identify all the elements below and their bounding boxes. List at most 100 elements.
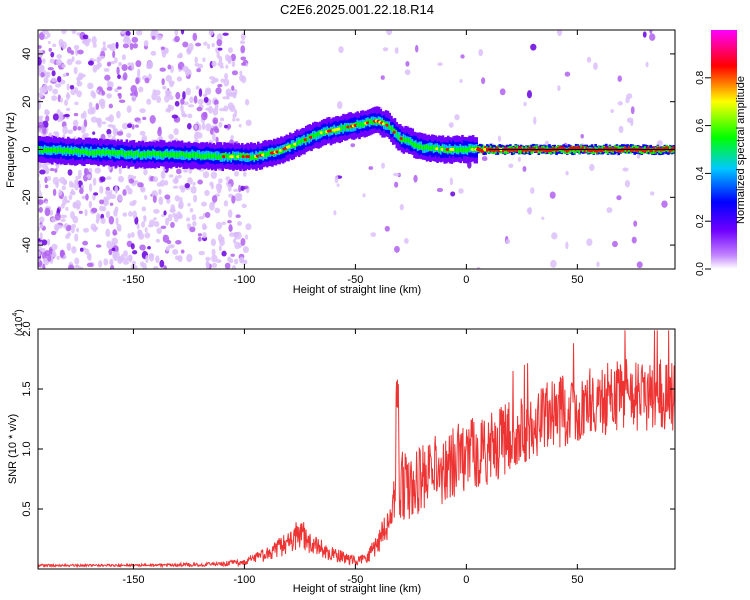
heatmap-ridge-cell — [249, 155, 253, 161]
heatmap-ridge-cell — [633, 146, 637, 151]
heatmap-noise-blob — [216, 39, 223, 47]
heatmap-noise-blob — [95, 89, 100, 94]
heatmap-noise-blob — [202, 231, 207, 239]
snr-plot-area — [38, 329, 675, 569]
heatmap-noise-blob — [159, 259, 165, 268]
heatmap-noise-blob — [117, 92, 122, 97]
heatmap-noise-blob — [399, 204, 404, 211]
heatmap-noise-blob — [198, 88, 203, 97]
heatmap-ridge-cell — [97, 149, 100, 155]
heatmap-noise-blob — [153, 208, 160, 214]
heatmap-noise-blob — [370, 232, 377, 237]
heatmap-noise-blob — [208, 30, 214, 36]
colorbar-tick-label: 0.2 — [695, 214, 706, 228]
heatmap-noise-blob — [134, 216, 139, 225]
heatmap-noise-blob — [139, 130, 146, 136]
heatmap-ridge-cell — [574, 146, 578, 151]
heatmap-ridge-cell — [505, 146, 509, 151]
heatmap-noise-blob — [115, 41, 119, 49]
heatmap-noise-blob — [508, 163, 514, 168]
colorbar-gradient — [711, 30, 737, 269]
heatmap-ridge-cell — [221, 152, 225, 158]
heatmap-noise-blob — [69, 191, 75, 195]
heatmap-noise-blob — [144, 227, 148, 233]
heatmap-noise-blob — [448, 122, 454, 128]
heatmap-ridge-cell — [90, 150, 93, 156]
heatmap-ridge-cell — [482, 149, 486, 153]
heatmap-noise-blob — [165, 89, 169, 95]
heatmap-ridge-cell — [649, 148, 652, 153]
heatmap-ridge-cell — [152, 150, 155, 156]
heatmap-noise-blob — [240, 238, 246, 246]
heatmap-ridge-cell — [420, 144, 423, 150]
heatmap-noise-blob — [187, 177, 193, 185]
heatmap-noise-blob — [172, 248, 179, 255]
heatmap-ridge-cell — [546, 148, 549, 153]
heatmap-ridge-cell — [185, 152, 189, 158]
heatmap-noise-blob — [137, 68, 141, 78]
heatmap-noise-blob — [551, 232, 558, 240]
heatmap-noise-blob — [214, 207, 221, 214]
heatmap-noise-blob — [198, 216, 205, 220]
colorbar-tick-label: 0.8 — [695, 70, 706, 84]
heatmap-ridge-cell — [38, 146, 42, 151]
heatmap-noise-blob — [160, 46, 165, 51]
heatmap-noise-blob — [106, 86, 113, 91]
heatmap-noise-blob — [96, 117, 101, 127]
heatmap-noise-blob — [215, 259, 222, 264]
heatmap-ridge-cell — [107, 150, 111, 155]
heatmap-ridge-cell — [201, 154, 205, 160]
heatmap-noise-blob — [99, 55, 105, 59]
heatmap-noise-blob — [131, 95, 137, 102]
heatmap-noise-blob — [112, 127, 118, 137]
heatmap-noise-blob — [167, 104, 172, 109]
heatmap-noise-blob — [75, 227, 80, 233]
heatmap-ridge-cell — [505, 147, 509, 155]
heatmap-noise-blob — [63, 179, 68, 185]
heatmap-noise-blob — [172, 177, 179, 184]
heatmap-noise-blob — [152, 195, 157, 203]
heatmap-ridge-cell — [84, 149, 88, 154]
heatmap-ridge-cell — [644, 148, 647, 153]
heatmap-ridge-cell — [390, 125, 393, 131]
heatmap-ridge-cell — [562, 146, 565, 151]
heatmap-ridge-cell — [596, 148, 599, 153]
heatmap-noise-blob — [189, 208, 194, 213]
heatmap-noise-blob — [74, 182, 79, 191]
heatmap-noise-blob — [66, 58, 73, 66]
heatmap-noise-blob — [100, 47, 108, 52]
heatmap-noise-blob — [222, 32, 229, 36]
heatmap-ridge-cell — [404, 138, 407, 143]
heatmap-noise-blob — [73, 66, 78, 75]
heatmap-noise-blob — [38, 251, 41, 257]
heatmap-ridge-cell — [315, 131, 319, 137]
heatmap-ridge-cell — [65, 147, 68, 153]
heatmap-noise-blob — [221, 250, 227, 257]
heatmap-ridge-cell — [413, 142, 416, 148]
heatmap-noise-blob — [174, 118, 178, 122]
heatmap-noise-blob — [116, 66, 120, 76]
heatmap-ridge-cell — [636, 148, 640, 152]
heatmap-noise-blob — [71, 30, 77, 35]
heatmap-noise-blob — [210, 171, 217, 179]
heatmap-ridge-cell — [425, 144, 429, 149]
heatmap-ridge-cell — [415, 142, 418, 148]
heatmap-noise-blob — [334, 175, 339, 184]
heatmap-y-tick-label: -20 — [21, 189, 33, 205]
heatmap-noise-blob — [235, 214, 241, 218]
heatmap-y-tick-label: 40 — [21, 48, 33, 60]
heatmap-noise-blob — [336, 183, 340, 188]
heatmap-noise-blob — [57, 75, 62, 83]
heatmap-noise-blob — [38, 216, 45, 223]
heatmap-noise-blob — [78, 210, 83, 214]
heatmap-noise-blob — [127, 62, 133, 66]
heatmap-noise-blob — [649, 33, 656, 41]
snr-x-tick-label: 0 — [463, 574, 469, 586]
heatmap-ridge-cell — [571, 146, 574, 151]
heatmap-noise-blob — [217, 178, 223, 184]
heatmap-noise-blob — [231, 70, 238, 76]
heatmap-ridge-cell — [102, 148, 106, 154]
heatmap-noise-blob — [222, 96, 229, 100]
heatmap-noise-blob — [132, 250, 138, 255]
heatmap-ridge-cell — [104, 150, 107, 156]
